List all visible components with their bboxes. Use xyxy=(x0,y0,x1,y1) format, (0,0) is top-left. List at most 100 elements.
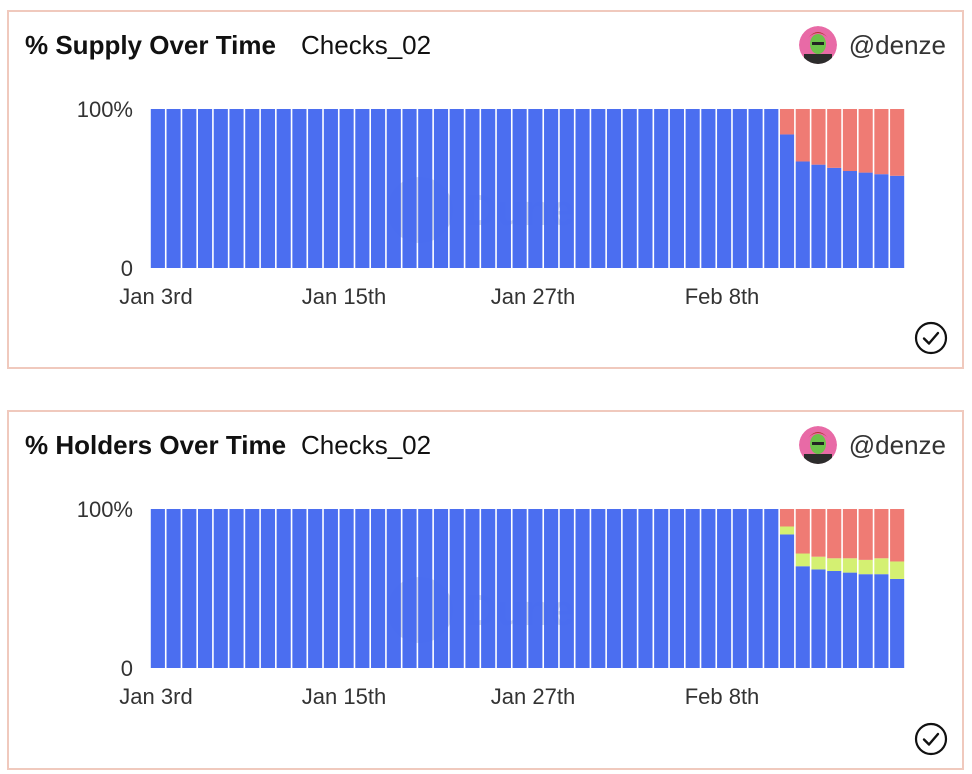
bar-segment xyxy=(182,509,197,668)
bar-segment xyxy=(858,574,873,668)
bar-segment xyxy=(260,509,276,668)
bar-segment xyxy=(481,109,496,268)
author-link[interactable]: @denze xyxy=(798,26,946,64)
bar-segment xyxy=(229,109,244,268)
bar-segment xyxy=(371,109,386,268)
bar-segment xyxy=(449,509,464,668)
bar-segment xyxy=(433,509,449,668)
bar-segment xyxy=(606,109,622,268)
bar-segment xyxy=(591,109,606,268)
bar-segment xyxy=(858,172,873,268)
bar-segment xyxy=(386,109,401,268)
bar-segment xyxy=(481,509,496,668)
author-name[interactable]: @denze xyxy=(848,29,946,60)
bar-segment xyxy=(276,509,291,668)
check-circle-icon[interactable] xyxy=(914,722,948,756)
bar-segment xyxy=(638,509,653,668)
bar-segment xyxy=(795,161,810,268)
bar-segment xyxy=(669,109,684,268)
bar-segment xyxy=(858,509,873,560)
bar-segment xyxy=(638,109,653,268)
bar-segment xyxy=(245,109,260,268)
bar-segment xyxy=(339,509,354,668)
y-tick-label: 0 xyxy=(121,656,133,681)
bar-segment xyxy=(402,509,417,668)
bar-segment xyxy=(890,509,905,562)
avatar[interactable] xyxy=(798,426,837,464)
bar-segment xyxy=(732,109,747,268)
x-tick-label: Feb 8th xyxy=(685,284,760,309)
bar-segment xyxy=(890,175,905,268)
bar-segment xyxy=(890,561,905,579)
chart-title: % Holders Over Time xyxy=(25,430,287,460)
bar-segment xyxy=(575,509,590,668)
bar-segment xyxy=(779,534,795,668)
bar-segment xyxy=(654,509,669,668)
bar-segment xyxy=(748,509,763,668)
author-name[interactable]: @denze xyxy=(848,429,946,460)
bar-segment xyxy=(150,509,165,668)
bar-segment xyxy=(355,109,370,268)
bar-segment xyxy=(811,109,826,165)
bar-segment xyxy=(622,509,637,668)
bar-segment xyxy=(685,509,700,668)
bar-segment xyxy=(764,109,779,268)
author-link[interactable]: @denze xyxy=(798,426,946,464)
bar-segment xyxy=(701,509,716,668)
supply-chart-panel: % Supply Over Time Checks_02 @denze Dune… xyxy=(7,10,964,369)
bar-segment xyxy=(339,109,354,268)
bar-segment xyxy=(842,171,858,268)
bar-segment xyxy=(842,509,858,559)
bar-segment xyxy=(418,109,433,268)
x-tick-label: Jan 3rd xyxy=(119,684,192,709)
bar-segment xyxy=(512,109,527,268)
bar-segment xyxy=(496,109,511,268)
bar-segment xyxy=(544,109,559,268)
y-tick-label: 0 xyxy=(121,256,133,281)
x-tick-label: Jan 27th xyxy=(491,684,575,709)
bar-segment xyxy=(292,109,307,268)
bar-segment xyxy=(874,574,889,668)
bar-segment xyxy=(622,109,637,268)
bar-segment xyxy=(308,109,323,268)
y-tick-label: 100% xyxy=(77,497,133,522)
bar-segment xyxy=(685,109,700,268)
x-tick-label: Jan 3rd xyxy=(119,284,192,309)
bar-segment xyxy=(811,509,826,557)
bar-segment xyxy=(874,174,889,268)
check-circle-icon[interactable] xyxy=(914,321,948,355)
bar-segment xyxy=(827,167,842,268)
bar-segment xyxy=(496,509,511,668)
bar-segment xyxy=(150,109,165,268)
bar-segment xyxy=(559,109,574,268)
bar-segment xyxy=(827,109,842,168)
bar-segment xyxy=(858,559,873,575)
bar-segment xyxy=(717,509,732,668)
chart-subtitle: Checks_02 xyxy=(301,430,432,460)
chart-title: % Supply Over Time xyxy=(25,30,276,60)
avatar[interactable] xyxy=(798,26,837,64)
bar-segment xyxy=(512,509,527,668)
bar-segment xyxy=(182,109,197,268)
bar-segment xyxy=(874,558,889,575)
bar-segment xyxy=(874,509,889,559)
bar-segment xyxy=(795,109,810,162)
bar-segment xyxy=(890,109,905,176)
holders-chart-panel: % Holders Over Time Checks_02 @denze Dun… xyxy=(7,410,964,770)
bar-segment xyxy=(245,509,260,668)
bar-segment xyxy=(811,569,826,668)
bar-segment xyxy=(795,509,810,554)
bar-segment xyxy=(890,578,905,668)
bar-segment xyxy=(308,509,323,668)
x-tick-label: Feb 8th xyxy=(685,684,760,709)
bar-segment xyxy=(811,164,826,268)
bar-segment xyxy=(779,509,795,527)
bar-segment xyxy=(717,109,732,268)
bar-segment xyxy=(842,109,858,172)
bar-segment xyxy=(418,509,433,668)
x-tick-label: Jan 27th xyxy=(491,284,575,309)
bar-segment xyxy=(701,109,716,268)
bar-segment xyxy=(528,109,543,268)
